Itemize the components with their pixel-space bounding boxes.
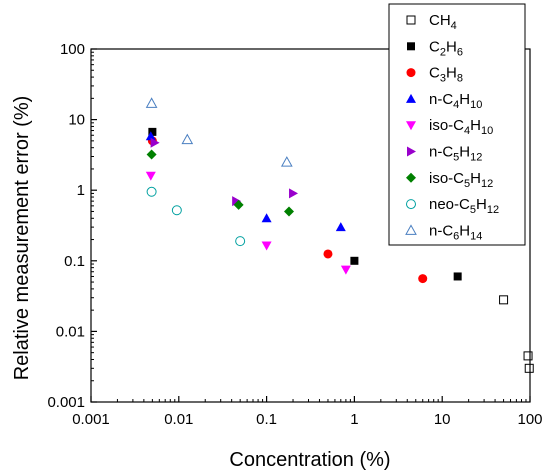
y-tick-label: 0.01	[56, 323, 85, 340]
y-tick-label: 100	[60, 41, 85, 58]
data-point	[323, 249, 333, 259]
data-point	[261, 241, 272, 251]
legend-marker	[406, 199, 416, 210]
legend-entry: CH4	[429, 12, 457, 32]
legend: CH4 C2H6 C3H8 n-C4H10 iso-C4H10 n-C5H12 iso-C5…	[388, 3, 526, 246]
x-tick-label: 0.1	[256, 411, 277, 428]
legend-entry: C2H6	[429, 38, 463, 58]
data-point	[350, 256, 359, 265]
data-point	[232, 196, 242, 207]
data-point	[145, 171, 156, 181]
legend-entry: n-C6H14	[429, 222, 482, 242]
legend-entry: iso-C5H12	[429, 170, 493, 190]
data-points	[145, 97, 534, 373]
data-point	[145, 131, 156, 141]
legend-marker	[406, 172, 416, 183]
y-tick-label: 0.001	[47, 394, 85, 411]
data-point	[523, 351, 533, 361]
legend-entry: C3H8	[429, 65, 463, 85]
legend-marker	[405, 224, 417, 235]
data-point	[289, 188, 299, 199]
data-point	[150, 137, 160, 148]
legend-marker	[406, 68, 416, 78]
plot-frame	[90, 48, 531, 403]
x-tick-label: 1	[350, 411, 358, 428]
data-point	[280, 156, 293, 167]
data-point	[146, 186, 157, 197]
data-point	[340, 265, 351, 275]
legend-marker	[407, 42, 415, 51]
legend-entry: n-C5H12	[429, 144, 482, 164]
x-tick-label: 10	[434, 411, 451, 428]
y-tick-label: 0.1	[64, 253, 85, 270]
data-point	[453, 272, 462, 281]
legend-marker	[406, 93, 416, 103]
legend-marker	[406, 121, 416, 131]
x-tick-label: 0.01	[164, 411, 193, 428]
data-point	[148, 127, 157, 136]
data-point	[145, 97, 158, 108]
data-point	[235, 236, 246, 247]
data-point	[146, 149, 157, 160]
x-axis-label: Concentration (%)	[229, 449, 390, 471]
data-point	[181, 133, 194, 145]
legend-entry: n-C4H10	[429, 91, 482, 111]
legend-marker	[407, 146, 416, 157]
data-point	[261, 213, 272, 223]
data-point	[418, 274, 428, 284]
legend-entry: neo-C5H12	[429, 196, 499, 216]
data-point	[233, 199, 244, 210]
y-tick-label: 10	[68, 112, 85, 129]
data-point	[335, 222, 346, 232]
legend-marker	[406, 15, 416, 25]
data-point	[171, 205, 182, 216]
y-tick-label: 1	[77, 182, 85, 199]
x-tick-label: 100	[517, 411, 542, 428]
data-point	[284, 206, 295, 217]
data-point	[524, 363, 534, 373]
legend-entry: iso-C4H10	[429, 117, 493, 137]
data-point	[499, 295, 509, 305]
y-axis-label: Relative measurement error (%)	[11, 96, 33, 381]
axes: 0.001 0.01 0.1 1 10 100 0.001 0.01 0.1 1 10 100	[47, 41, 542, 428]
x-tick-label: 0.001	[72, 411, 110, 428]
